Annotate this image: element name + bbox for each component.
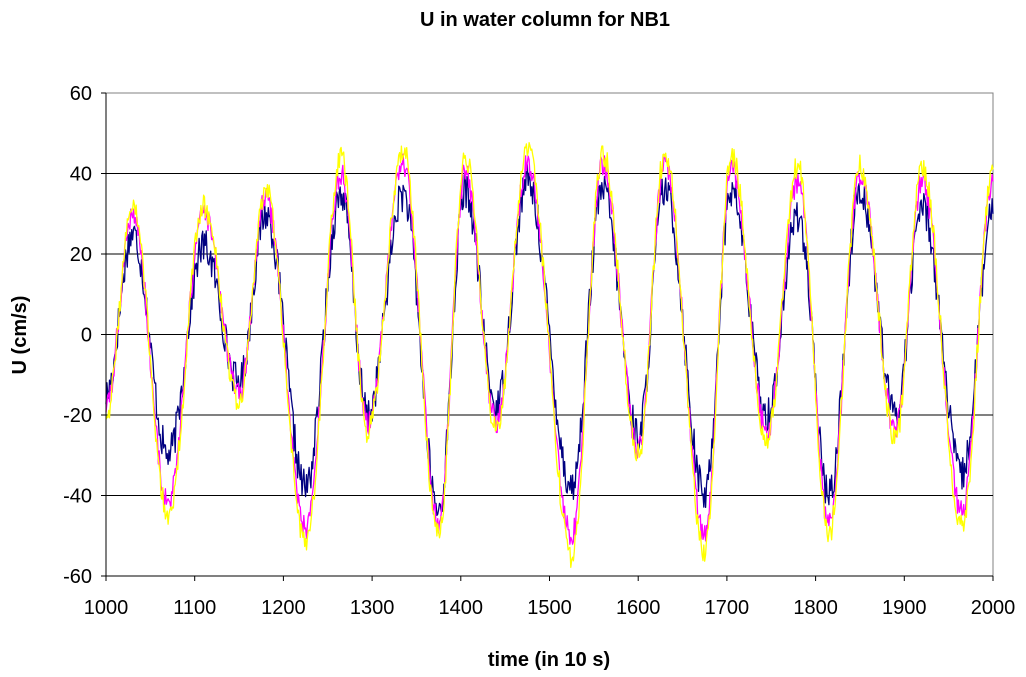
y-tick-label: 20 xyxy=(70,244,92,266)
x-tick-label: 1200 xyxy=(261,597,306,619)
x-tick-label: 1300 xyxy=(350,597,395,619)
x-axis-label: time (in 10 s) xyxy=(488,649,610,671)
y-tick-label: 40 xyxy=(70,164,92,186)
y-tick-label: -40 xyxy=(63,486,92,508)
y-tick-label: -60 xyxy=(63,566,92,588)
x-tick-label: 1700 xyxy=(705,597,750,619)
x-tick-label: 1500 xyxy=(527,597,572,619)
gridlines xyxy=(106,173,993,496)
x-tick-label: 1100 xyxy=(173,597,216,619)
x-tick-label: 2000 xyxy=(971,597,1016,619)
series-lines xyxy=(105,142,994,568)
x-tick-label: 1900 xyxy=(882,597,927,619)
y-tick-label: -20 xyxy=(63,405,92,427)
chart-title: U in water column for NB1 xyxy=(420,9,670,31)
y-tick-labels: 60 40 20 0 -20 -40 -60 xyxy=(63,83,106,588)
x-tick-label: 1800 xyxy=(793,597,838,619)
y-tick-label: 0 xyxy=(81,325,92,347)
x-tick-label: 1000 xyxy=(84,597,129,619)
y-tick-label: 60 xyxy=(70,83,92,105)
y-axis-label: U (cm/s) xyxy=(9,296,31,375)
x-tick-label: 1400 xyxy=(439,597,484,619)
x-tick-label: 1600 xyxy=(616,597,661,619)
x-tick-labels: 1000 1100 1200 1300 1400 1500 1600 1700 1800 1900… xyxy=(84,576,1016,619)
series-line-3 xyxy=(105,142,994,568)
